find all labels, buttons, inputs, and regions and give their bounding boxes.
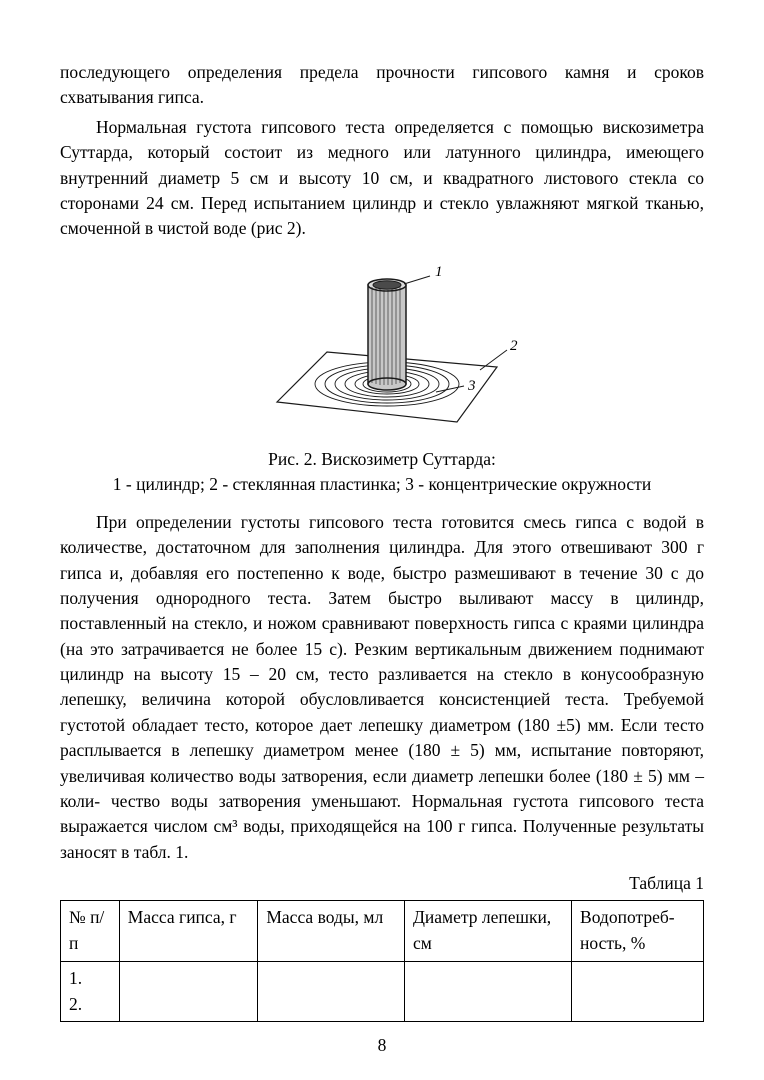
caption-line-2: 1 - цилиндр; 2 - стеклянная пластинка; 3… (60, 472, 704, 497)
table-cell (258, 962, 405, 1022)
rownum-2: 2. (69, 992, 111, 1017)
table-label: Таблица 1 (60, 871, 704, 896)
figure-cylinder (368, 279, 406, 390)
rownum-1: 1. (69, 966, 111, 991)
paragraph-3: При определении густоты гипсового теста … (60, 510, 704, 865)
figure-caption: Рис. 2. Вискозиметр Суттарда: 1 - цилинд… (60, 447, 704, 498)
table-header-cell: Масса воды, мл (258, 901, 405, 962)
figure-label-1: 1 (435, 264, 443, 280)
table-header-cell: Масса гипса, г (119, 901, 258, 962)
figure-label-2: 2 (510, 338, 518, 354)
table-cell (119, 962, 258, 1022)
figure-leader-3 (436, 386, 464, 392)
table-cell (572, 962, 704, 1022)
paragraph-1: последующего определения предела прочнос… (60, 60, 704, 111)
page-number: 8 (0, 1033, 764, 1058)
caption-line-1: Рис. 2. Вискозиметр Суттарда: (60, 447, 704, 472)
page: последующего определения предела прочнос… (0, 0, 764, 1080)
table-cell (404, 962, 571, 1022)
figure-viscometer: 1 2 3 (60, 252, 704, 439)
results-table: № п/п Масса гипса, г Масса воды, мл Диам… (60, 900, 704, 1022)
table-header-cell: № п/п (61, 901, 120, 962)
table-header-cell: Водопотреб-ность, % (572, 901, 704, 962)
table-cell-rownum: 1. 2. (61, 962, 120, 1022)
table-header-row: № п/п Масса гипса, г Масса воды, мл Диам… (61, 901, 704, 962)
paragraph-2: Нормальная густота гипсового теста опред… (60, 115, 704, 242)
figure-label-3: 3 (467, 378, 476, 394)
table-header-cell: Диаметр лепешки, см (404, 901, 571, 962)
figure-leader-1 (404, 276, 430, 284)
table-row: 1. 2. (61, 962, 704, 1022)
